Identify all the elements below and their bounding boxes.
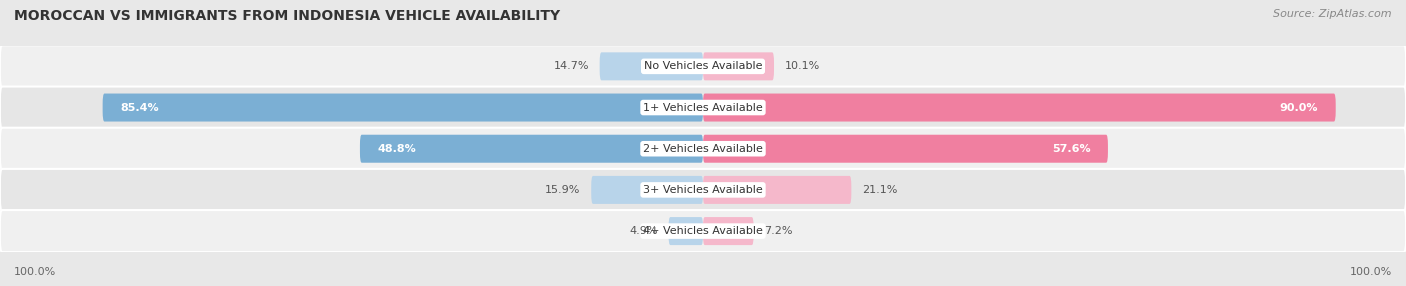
FancyBboxPatch shape xyxy=(0,210,1406,252)
Text: No Vehicles Available: No Vehicles Available xyxy=(644,61,762,71)
FancyBboxPatch shape xyxy=(0,87,1406,128)
Text: Source: ZipAtlas.com: Source: ZipAtlas.com xyxy=(1274,9,1392,19)
FancyBboxPatch shape xyxy=(360,135,703,163)
FancyBboxPatch shape xyxy=(669,217,703,245)
Text: 90.0%: 90.0% xyxy=(1279,103,1319,112)
Text: 1+ Vehicles Available: 1+ Vehicles Available xyxy=(643,103,763,112)
FancyBboxPatch shape xyxy=(703,217,754,245)
Text: 10.1%: 10.1% xyxy=(785,61,820,71)
FancyBboxPatch shape xyxy=(703,52,775,80)
FancyBboxPatch shape xyxy=(0,169,1406,211)
Text: 100.0%: 100.0% xyxy=(14,267,56,277)
Text: 3+ Vehicles Available: 3+ Vehicles Available xyxy=(643,185,763,195)
Text: 48.8%: 48.8% xyxy=(377,144,416,154)
FancyBboxPatch shape xyxy=(703,176,852,204)
Text: 4.9%: 4.9% xyxy=(630,226,658,236)
Text: MOROCCAN VS IMMIGRANTS FROM INDONESIA VEHICLE AVAILABILITY: MOROCCAN VS IMMIGRANTS FROM INDONESIA VE… xyxy=(14,9,560,23)
Text: 14.7%: 14.7% xyxy=(554,61,589,71)
Text: 100.0%: 100.0% xyxy=(1350,267,1392,277)
FancyBboxPatch shape xyxy=(0,45,1406,87)
FancyBboxPatch shape xyxy=(591,176,703,204)
FancyBboxPatch shape xyxy=(703,135,1108,163)
FancyBboxPatch shape xyxy=(0,128,1406,170)
Text: 7.2%: 7.2% xyxy=(765,226,793,236)
FancyBboxPatch shape xyxy=(599,52,703,80)
Text: 4+ Vehicles Available: 4+ Vehicles Available xyxy=(643,226,763,236)
Text: 57.6%: 57.6% xyxy=(1052,144,1091,154)
Text: 21.1%: 21.1% xyxy=(862,185,897,195)
Text: 2+ Vehicles Available: 2+ Vehicles Available xyxy=(643,144,763,154)
FancyBboxPatch shape xyxy=(703,94,1336,122)
Text: 85.4%: 85.4% xyxy=(120,103,159,112)
Text: 15.9%: 15.9% xyxy=(546,185,581,195)
FancyBboxPatch shape xyxy=(103,94,703,122)
